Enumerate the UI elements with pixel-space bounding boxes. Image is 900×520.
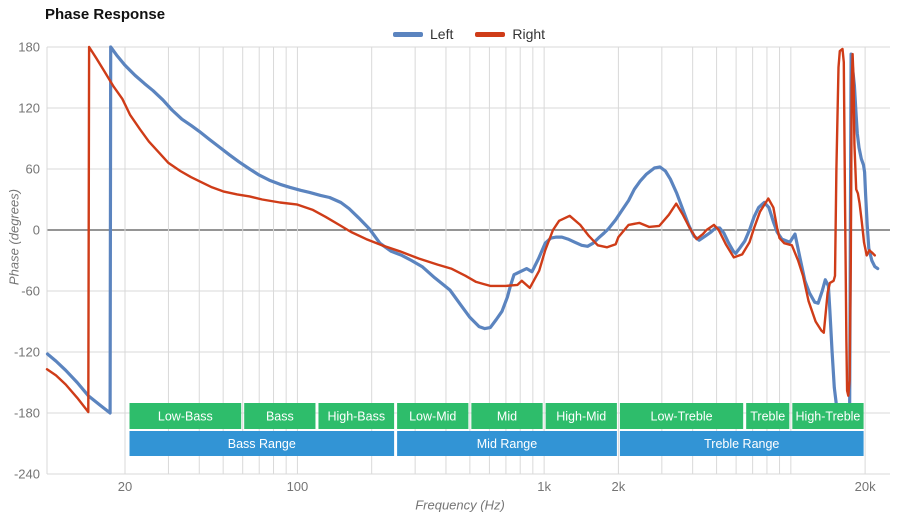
legend-item-right[interactable]: Right — [475, 26, 545, 42]
x-tick-label: 100 — [287, 479, 309, 494]
legend-label-right: Right — [512, 26, 546, 42]
y-tick-label: 120 — [18, 101, 40, 116]
main-band[interactable] — [619, 431, 864, 456]
sub-band-label: Low-Treble — [651, 410, 713, 424]
y-tick-label: 0 — [33, 223, 40, 238]
x-axis-title: Frequency (Hz) — [415, 497, 505, 513]
main-band[interactable] — [129, 431, 395, 456]
right-series-swatch — [475, 31, 506, 37]
left-series-swatch — [393, 31, 423, 37]
sub-band-label: High-Treble — [796, 410, 861, 424]
y-tick-label: -60 — [21, 284, 40, 299]
sub-band-label: High-Bass — [327, 410, 385, 424]
sub-band-label: Bass — [266, 410, 294, 424]
legend-label-left: Left — [430, 26, 454, 42]
main-band-label: Mid Range — [477, 437, 537, 451]
sub-band[interactable] — [318, 403, 395, 429]
y-tick-label: -120 — [14, 345, 40, 360]
legend: Left Right — [393, 26, 545, 42]
y-tick-label: -180 — [14, 406, 40, 421]
sub-band[interactable] — [746, 403, 790, 429]
sub-band[interactable] — [397, 403, 469, 429]
sub-band[interactable] — [471, 403, 543, 429]
sub-band-label: Treble — [750, 410, 785, 424]
curve-right[interactable] — [45, 45, 876, 414]
main-band-label: Treble Range — [704, 437, 779, 451]
main-band-label: Bass Range — [228, 437, 296, 451]
chart-title: Phase Response — [45, 6, 166, 23]
y-tick-label: -240 — [14, 467, 40, 482]
sub-band[interactable] — [545, 403, 617, 429]
y-tick-label: 60 — [26, 162, 40, 177]
y-tick-label: 180 — [18, 40, 40, 55]
sub-band[interactable] — [129, 403, 242, 429]
sub-band-label: High-Mid — [556, 410, 606, 424]
sub-band[interactable] — [244, 403, 316, 429]
x-tick-label: 20k — [855, 479, 876, 494]
sub-band[interactable] — [619, 403, 744, 429]
sub-band-label: Low-Mid — [409, 410, 456, 424]
sub-band[interactable] — [792, 403, 864, 429]
x-tick-label: 2k — [612, 479, 626, 494]
x-tick-label: 20 — [118, 479, 132, 494]
x-tick-label: 1k — [537, 479, 551, 494]
main-band[interactable] — [397, 431, 617, 456]
legend-item-left[interactable]: Left — [393, 26, 453, 42]
sub-band-label: Low-Bass — [158, 410, 213, 424]
curve-left[interactable] — [45, 45, 880, 423]
sub-band-label: Mid — [497, 410, 517, 424]
